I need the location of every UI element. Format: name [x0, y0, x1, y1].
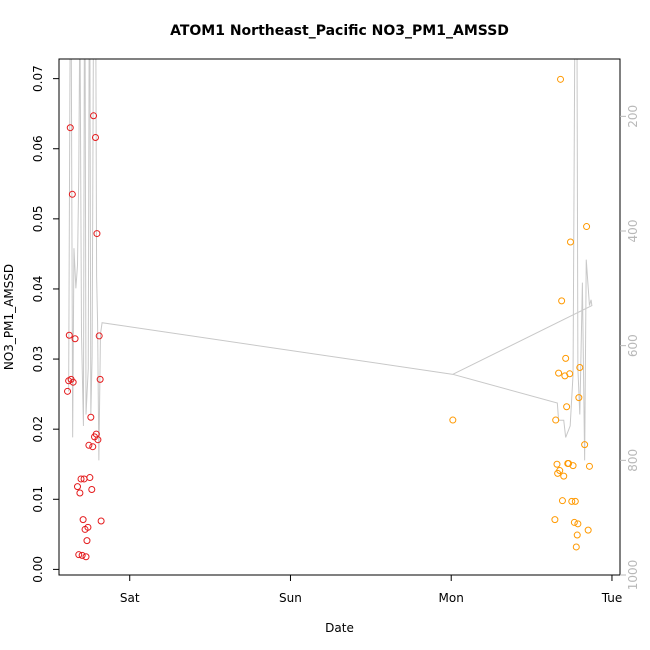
y-tick-label: 0.07: [31, 65, 45, 92]
data-point: [79, 516, 87, 524]
data-point: [64, 387, 72, 395]
data-point: [553, 460, 561, 468]
data-point: [75, 551, 83, 559]
data-point: [562, 354, 570, 362]
chart-title: ATOM1 Northeast_Pacific NO3_PM1_AMSSD: [170, 23, 509, 39]
y2-tick-label: 600: [626, 334, 640, 357]
y-tick-label: 0.04: [31, 276, 45, 303]
data-point: [97, 517, 105, 525]
x-axis-label: Date: [325, 621, 354, 635]
plot-area: [64, 59, 593, 561]
data-point: [551, 516, 559, 524]
data-point: [584, 526, 592, 534]
data-point: [573, 531, 581, 539]
data-point: [85, 441, 93, 449]
data-point: [566, 238, 574, 246]
secondary-line: [68, 59, 593, 461]
data-point: [96, 375, 104, 383]
data-point: [89, 443, 97, 451]
y2-tick-label: 1000: [626, 560, 640, 591]
x-tick-label: Sat: [120, 591, 140, 605]
data-point: [570, 518, 578, 526]
data-point: [91, 134, 99, 142]
data-point: [90, 112, 98, 120]
data-point: [583, 223, 591, 231]
data-point: [563, 403, 571, 411]
data-point: [552, 416, 560, 424]
y-tick-label: 0.00: [31, 556, 45, 583]
data-point: [68, 190, 76, 198]
data-point: [83, 537, 91, 545]
y-tick-label: 0.05: [31, 205, 45, 232]
y-tick-label: 0.03: [31, 346, 45, 373]
data-point: [71, 335, 79, 343]
y-axis-label: NO3_PM1_AMSSD: [2, 264, 16, 370]
y-tick-label: 0.02: [31, 416, 45, 443]
y-tick-label: 0.01: [31, 486, 45, 513]
data-point: [76, 489, 84, 497]
data-point: [556, 467, 564, 475]
y-tick-label: 0.06: [31, 135, 45, 162]
data-point: [575, 394, 583, 402]
y2-tick-label: 400: [626, 220, 640, 243]
data-point: [576, 363, 584, 371]
data-point: [94, 436, 102, 444]
data-point: [585, 462, 593, 470]
data-point: [581, 441, 589, 449]
y2-tick-label: 200: [626, 105, 640, 128]
data-point: [569, 462, 577, 470]
data-point: [69, 378, 77, 386]
data-point: [95, 332, 103, 340]
data-point: [558, 297, 566, 305]
y2-tick-label: 800: [626, 449, 640, 472]
data-point: [449, 416, 457, 424]
data-point: [84, 523, 92, 531]
data-point: [65, 331, 73, 339]
x-tick-label: Sun: [279, 591, 302, 605]
data-point: [88, 485, 96, 493]
data-point: [568, 497, 576, 505]
data-point: [93, 230, 101, 238]
data-point: [87, 413, 95, 421]
x-tick-label: Mon: [439, 591, 464, 605]
x-tick-label: Tue: [601, 591, 623, 605]
plot-frame: [58, 58, 621, 576]
data-point: [77, 475, 85, 483]
data-point: [78, 551, 86, 559]
data-point: [557, 75, 565, 83]
data-point: [66, 124, 74, 132]
data-point: [574, 520, 582, 528]
data-point: [565, 460, 573, 468]
data-point: [566, 370, 574, 378]
data-point: [82, 553, 90, 561]
data-point: [558, 497, 566, 505]
data-point: [572, 543, 580, 551]
data-point: [86, 474, 94, 482]
data-point: [73, 483, 81, 491]
data-point: [571, 497, 579, 505]
data-point: [555, 369, 563, 377]
data-point: [560, 472, 568, 480]
